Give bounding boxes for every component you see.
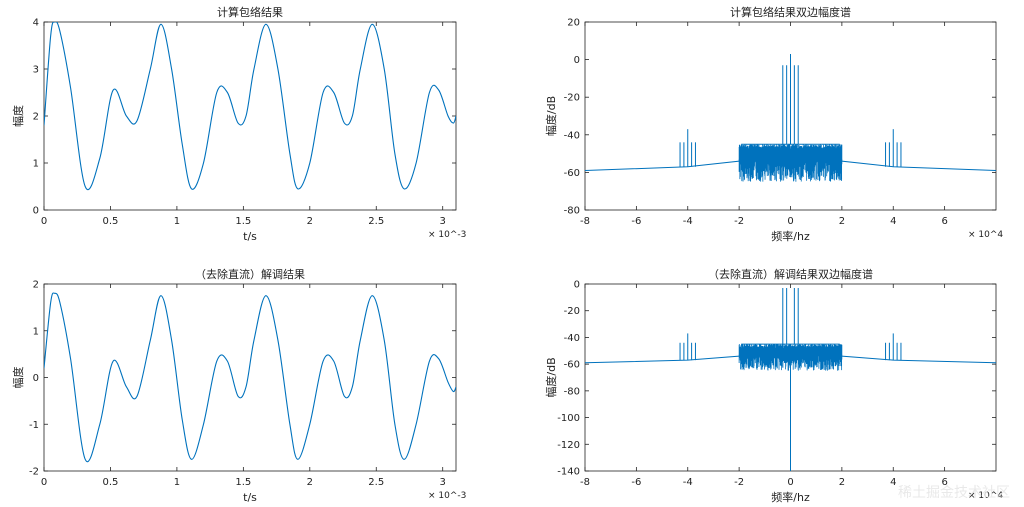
- subplot-2: -8 -6 -4 -2 0 2 4 6-80-60-40-20020计算包络结果双边幅度谱频率…: [544, 5, 1003, 243]
- y-tick-label: -120: [557, 440, 580, 451]
- x-tick-label: 1: [174, 216, 180, 227]
- x-tick-label: 6: [941, 477, 947, 488]
- chart-title: 计算包络结果双边幅度谱: [730, 5, 851, 19]
- x-tick-label: 4: [890, 477, 896, 488]
- x-tick-label: -4: [683, 216, 693, 227]
- y-tick-label: 0: [33, 206, 39, 217]
- subplot-4: -8 -6 -4 -2 0 2 4 6-140-120-100-80-60-40-200（去除…: [544, 267, 1003, 504]
- x-tick-label: 0: [787, 216, 793, 227]
- watermark-text: 稀土掘金技术社区: [898, 485, 1010, 501]
- y-tick-label: -80: [564, 206, 580, 217]
- x-tick-label: 1: [174, 477, 180, 488]
- plot-area: [44, 292, 456, 463]
- y-tick-label: 3: [33, 65, 39, 76]
- x-tick-label: -2: [734, 477, 744, 488]
- x-tick-label: 1.5: [235, 216, 251, 227]
- x-tick-label: -8: [580, 477, 590, 488]
- x-tick-label: 2: [839, 216, 845, 227]
- x-tick-label: 2.5: [368, 216, 384, 227]
- y-tick-label: 0: [574, 55, 580, 66]
- x-axis-label: 频率/hz: [771, 490, 810, 504]
- x-tick-label: 2: [307, 216, 313, 227]
- plot-area: [585, 288, 996, 471]
- y-tick-label: 1: [33, 159, 39, 170]
- x-tick-label: -4: [683, 477, 693, 488]
- x-tick-label: 0.5: [102, 477, 118, 488]
- x-tick-label: 0: [41, 216, 47, 227]
- x-tick-label: -6: [631, 477, 641, 488]
- noise-band: [738, 344, 843, 371]
- x-tick-label: 3: [440, 216, 446, 227]
- x-tick-label: 6: [941, 216, 947, 227]
- y-tick-label: -40: [564, 130, 580, 141]
- x-tick-label: 1.5: [235, 477, 251, 488]
- x-tick-label: 0: [787, 477, 793, 488]
- y-tick-label: 0: [574, 280, 580, 291]
- y-tick-label: -100: [557, 413, 580, 424]
- x-tick-label: 3: [440, 477, 446, 488]
- subplot-3: 0 0.5 1 1.5 2 2.5 3 -2 -1 0 1 2 （去除直流）解调结果 t/s 幅度 × 10^…: [11, 267, 466, 504]
- y-tick-label: 0: [33, 373, 39, 384]
- x-tick-label: -6: [631, 216, 641, 227]
- x-tick-label: 0: [41, 477, 47, 488]
- y-tick-label: 2: [33, 112, 39, 123]
- plot-area: [44, 22, 456, 190]
- chart-title: 计算包络结果: [217, 5, 283, 19]
- series-line-1: [44, 22, 456, 190]
- y-tick-label: 4: [33, 18, 39, 29]
- x-tick-label: 0.5: [102, 216, 118, 227]
- y-tick-label: -140: [557, 467, 580, 478]
- y-axis-label: 幅度/dB: [544, 96, 558, 136]
- y-tick-label: 1: [33, 326, 39, 337]
- x-tick-label: 2: [307, 477, 313, 488]
- y-tick-label: -60: [564, 168, 580, 179]
- subplot-1: 0 0.5 1 1.5 2 2.5 3 0 1 2 3 4 计算包络结果 t/s 幅度 × 10^-3: [11, 5, 466, 243]
- y-axis-label: 幅度: [11, 105, 25, 127]
- y-tick-label: 20: [567, 18, 580, 29]
- x-tick-label: 4: [890, 216, 896, 227]
- x-tick-label: 2.5: [368, 477, 384, 488]
- series-line-1: [44, 292, 456, 463]
- axes-box: [43, 21, 457, 211]
- x-exponent: × 10^-3: [428, 230, 466, 240]
- x-tick-label: 2: [839, 477, 845, 488]
- plot-area: [585, 53, 996, 182]
- y-tick-label: -2: [29, 467, 39, 478]
- y-tick-label: -1: [29, 420, 39, 431]
- chart-title: （去除直流）解调结果: [195, 267, 305, 281]
- y-axis-label: 幅度: [11, 367, 25, 389]
- noise-band: [738, 144, 843, 182]
- x-axis-label: t/s: [243, 230, 257, 243]
- x-tick-label: -8: [580, 216, 590, 227]
- y-tick-label: -80: [564, 386, 580, 397]
- x-tick-label: -2: [734, 216, 744, 227]
- y-tick-label: -60: [564, 360, 580, 371]
- chart-title: （去除直流）解调结果双边幅度谱: [708, 267, 873, 281]
- x-exponent: × 10^-3: [428, 491, 466, 501]
- x-axis-label: 频率/hz: [771, 229, 810, 243]
- axes-box: [43, 283, 457, 472]
- y-tick-label: -20: [564, 93, 580, 104]
- y-tick-label: 2: [33, 280, 39, 291]
- x-exponent: × 10^4: [968, 491, 1003, 501]
- x-exponent: × 10^4: [968, 230, 1003, 240]
- y-tick-label: -20: [564, 306, 580, 317]
- x-axis-label: t/s: [243, 491, 257, 504]
- y-axis-label: 幅度/dB: [544, 357, 558, 397]
- y-tick-label: -40: [564, 333, 580, 344]
